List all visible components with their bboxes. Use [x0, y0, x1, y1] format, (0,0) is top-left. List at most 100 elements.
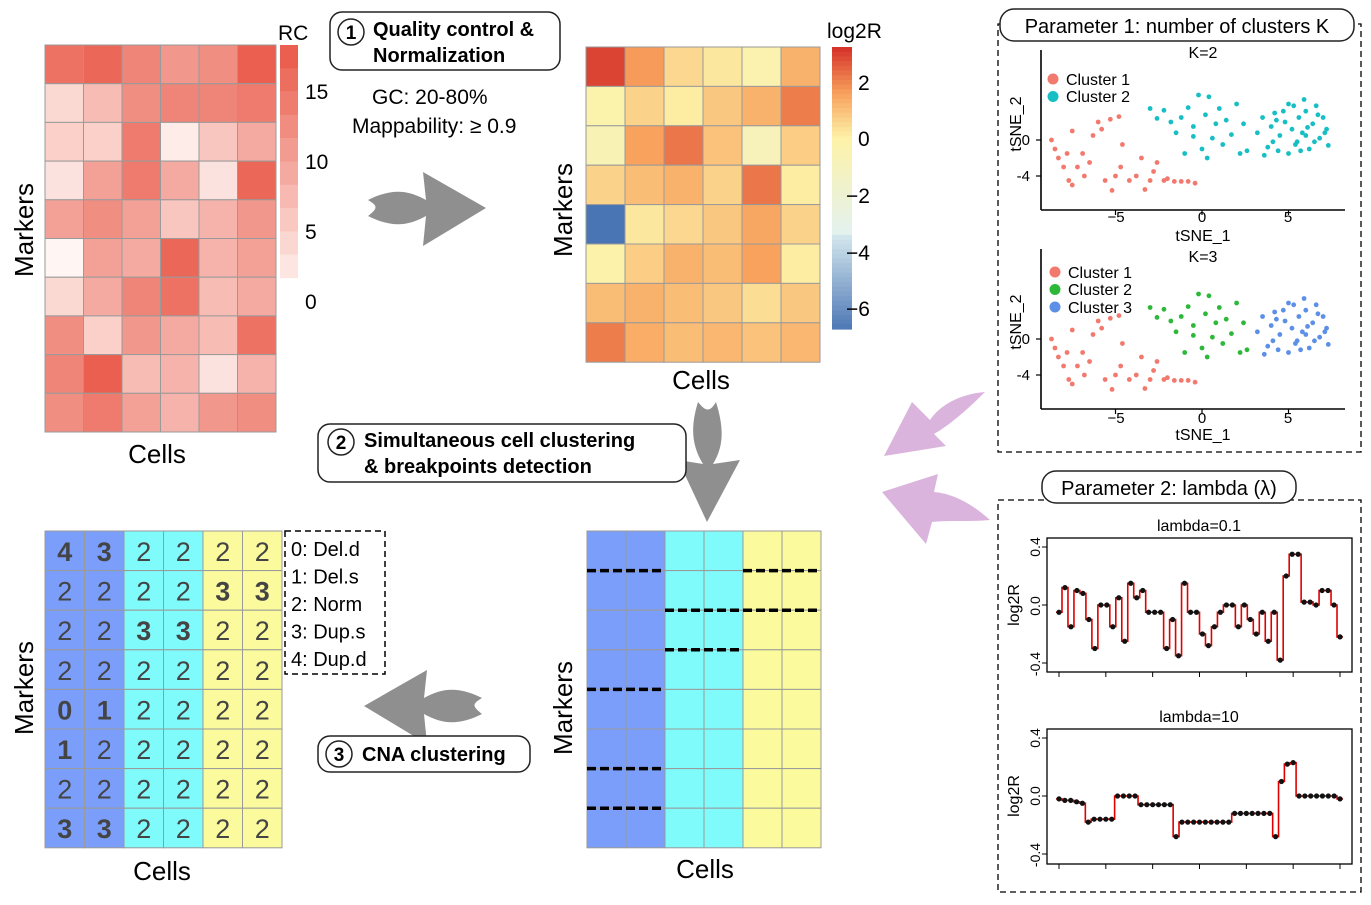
tsne-point — [1052, 146, 1058, 152]
tsne-point — [1204, 155, 1210, 161]
tsne-point — [1109, 188, 1115, 193]
lambda-point — [1277, 657, 1283, 663]
cna-cell-value: 2 — [57, 616, 72, 646]
rc-heatmap-cell — [237, 83, 277, 123]
log2r-legend-swatch — [832, 103, 852, 109]
cna-cell — [163, 530, 204, 572]
lambda-point — [1267, 810, 1273, 817]
tsne-point — [1261, 152, 1267, 158]
tsne-point — [1322, 329, 1328, 335]
tsne-point — [1190, 134, 1196, 139]
tsne-point — [1178, 314, 1184, 319]
rc-heatmap-cell — [121, 199, 161, 240]
rc-heatmap-cell — [83, 44, 123, 85]
tsne-point — [1310, 121, 1316, 127]
segment-cell — [781, 649, 822, 690]
cna-cell-value: 2 — [255, 695, 270, 725]
tsne-point — [1298, 347, 1304, 353]
tsne-point — [1206, 293, 1212, 299]
rc-heatmap-cell — [160, 83, 200, 123]
log2r-heatmap-cell — [585, 322, 626, 363]
rc-heatmap-cells — [44, 44, 277, 433]
tsne-point — [1147, 377, 1153, 382]
tsne-point — [1237, 151, 1243, 156]
log2r-legend-swatch — [832, 108, 852, 114]
cna-legend-item: 3: Dup.s — [291, 622, 365, 644]
tsne-point — [1102, 178, 1108, 183]
tsne-point — [1312, 338, 1317, 344]
cna-cell-value: 1 — [57, 735, 72, 765]
cna-cell-value: 2 — [215, 735, 230, 765]
rc-xlabel: Cells — [128, 439, 186, 469]
tsne-point — [1286, 101, 1291, 107]
tsne-point — [1209, 334, 1215, 340]
log2r-legend-swatch — [832, 310, 852, 316]
tsne-point — [1229, 132, 1234, 138]
tsne-point — [1280, 108, 1286, 114]
cna-cell — [202, 807, 243, 849]
tsne-point — [1203, 112, 1208, 118]
cna-cell — [44, 649, 85, 690]
tsne-point — [1273, 316, 1279, 322]
lambda-point — [1104, 602, 1110, 608]
cna-cell-value: 2 — [136, 814, 151, 844]
cna-cell-value: 2 — [57, 656, 72, 686]
cna-cell — [123, 688, 164, 730]
tsne-point — [1324, 126, 1329, 132]
cna-cell — [242, 649, 283, 690]
tsne-point — [1069, 381, 1075, 387]
tsne-point — [1204, 354, 1210, 360]
tsne-point — [1161, 306, 1167, 312]
lambda-point — [1331, 793, 1337, 799]
rc-heatmap-cell — [160, 315, 200, 356]
tsne-point — [1296, 115, 1302, 120]
rc-legend-swatch — [280, 68, 298, 92]
log2r-ylabel: Markers — [548, 163, 578, 257]
rc-heatmap-panel: Markers Cells RC 15 10 5 0 — [9, 22, 328, 469]
log2r-legend-swatch — [832, 169, 852, 175]
log2r-legend-swatch — [832, 178, 852, 184]
lambda-point — [1155, 802, 1162, 808]
lambda-point — [1086, 616, 1092, 623]
lambda-point — [1235, 624, 1241, 630]
segment-cell — [781, 728, 822, 770]
arrow-left-icon — [364, 670, 482, 744]
tsne-point — [1241, 320, 1246, 326]
tsne-point — [1185, 304, 1191, 309]
tsne-point — [1299, 329, 1305, 335]
cna-cell-value: 2 — [176, 537, 191, 567]
log2r-legend-swatch — [832, 216, 852, 222]
tsne-point — [1185, 378, 1191, 383]
log2r-heatmap-cell — [663, 322, 704, 363]
rc-heatmap-cell — [160, 199, 200, 240]
log2r-heatmap-cell — [585, 85, 626, 127]
tsne-point — [1317, 135, 1323, 141]
rc-heatmap-cell — [198, 354, 238, 394]
log2r-legend-tick: −4 — [846, 242, 870, 265]
log2r-heatmap-cell — [585, 204, 626, 245]
tsne-point — [1203, 311, 1208, 317]
cna-cell-value: 2 — [215, 616, 230, 646]
cna-cell-value: 3 — [215, 577, 230, 607]
log2r-legend-swatch — [832, 277, 852, 283]
cna-ylabel: Markers — [9, 641, 39, 735]
log2r-legend-tick: −6 — [846, 298, 870, 321]
rc-heatmap-cell — [237, 238, 277, 278]
cna-cell-value: 2 — [176, 656, 191, 686]
log2r-legend-swatch — [832, 225, 852, 231]
lambda-point — [1289, 551, 1295, 557]
rc-heatmap-cell — [198, 276, 238, 317]
tsne-point — [1268, 124, 1274, 129]
lambda-segment-line — [1056, 553, 1343, 661]
rc-heatmap-cell — [83, 354, 123, 394]
cna-cell-value: 4 — [57, 537, 72, 567]
step2-badge — [327, 428, 355, 456]
tsne-point — [1113, 372, 1118, 378]
tsne-point — [1216, 106, 1222, 111]
cna-cell-value: 2 — [136, 656, 151, 686]
lambda-point — [1232, 810, 1238, 817]
pink-arrow-lower-icon — [882, 474, 990, 544]
pink-arrow-upper-icon — [884, 392, 985, 456]
lambda-plot-01 — [1042, 537, 1353, 677]
rc-legend-tick: 5 — [305, 221, 317, 244]
